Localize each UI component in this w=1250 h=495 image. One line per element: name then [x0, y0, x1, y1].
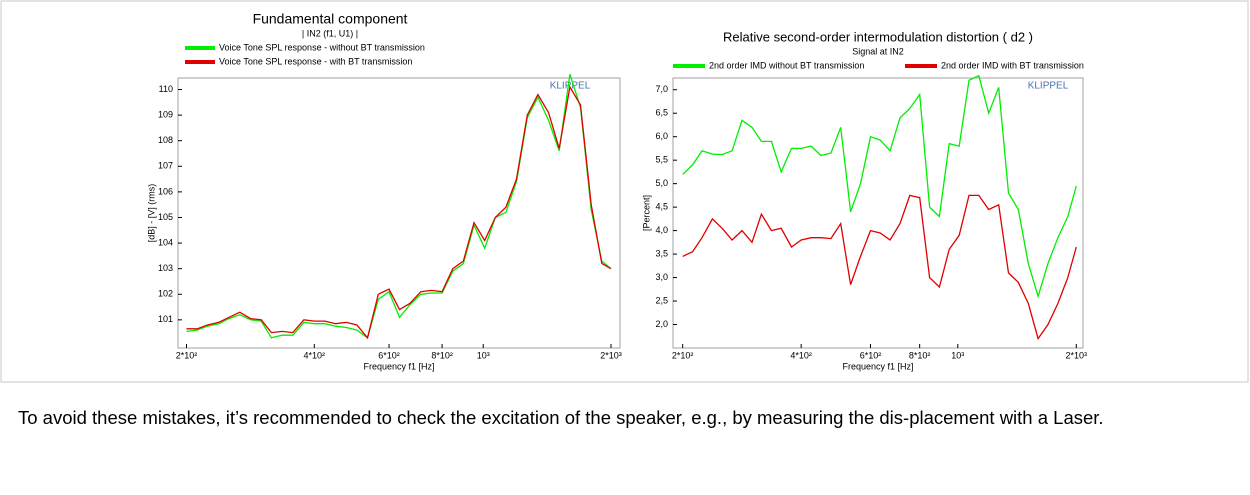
y-tick-label: 4,0	[655, 225, 668, 235]
x-tick-label: 10³	[951, 350, 964, 360]
paragraph: To avoid these mistakes, it’s recommende…	[18, 407, 1104, 428]
plot-frame	[177, 77, 621, 349]
y-tick-label: 101	[158, 314, 173, 324]
y-tick-label: 6,0	[655, 131, 668, 141]
x-tick-label: 2*10³	[600, 350, 622, 360]
series-line	[682, 194, 1077, 341]
annotation: KLIPPEL	[550, 81, 591, 92]
y-axis-label: [dB] - [V] (rms)	[146, 184, 156, 243]
chart-subtitle: Signal at IN2	[852, 46, 904, 56]
y-tick-label: 6,5	[655, 108, 668, 118]
chart-title: Fundamental component	[253, 11, 408, 27]
annotation: KLIPPEL	[1028, 81, 1069, 92]
x-tick-label: 6*10²	[860, 350, 882, 360]
x-tick-label: 2*10²	[672, 350, 694, 360]
figure-border	[0, 0, 1249, 383]
x-tick-label: 8*10²	[431, 350, 453, 360]
series-line	[186, 74, 612, 339]
x-tick-label: 2*10²	[176, 350, 198, 360]
y-tick-label: 102	[158, 289, 173, 299]
x-tick-label: 10³	[477, 350, 490, 360]
y-tick-label: 2,0	[655, 319, 668, 329]
y-tick-label: 103	[158, 263, 173, 273]
y-tick-label: 106	[158, 186, 173, 196]
y-tick-label: 7,0	[655, 84, 668, 94]
legend-label: Voice Tone SPL response - with BT transm…	[219, 56, 412, 66]
y-axis-label: [Percent]	[641, 195, 651, 231]
plot-frame	[672, 77, 1084, 349]
y-tick-label: 108	[158, 135, 173, 145]
legend-label: 2nd order IMD without BT transmission	[709, 60, 864, 70]
x-tick-label: 4*10²	[790, 350, 812, 360]
figure: Fundamental component| IN2 (f1, U1) | 101…	[0, 0, 1249, 383]
legend-label: Voice Tone SPL response - without BT tra…	[219, 42, 425, 52]
y-tick-label: 3,0	[655, 272, 668, 282]
y-tick-label: 5,0	[655, 178, 668, 188]
chart-subtitle: | IN2 (f1, U1) |	[302, 28, 358, 38]
y-tick-label: 5,5	[655, 155, 668, 165]
x-axis-label: Frequency f1 [Hz]	[363, 361, 434, 371]
y-tick-label: 4,5	[655, 202, 668, 212]
y-tick-label: 107	[158, 161, 173, 171]
y-tick-label: 104	[158, 237, 173, 247]
x-tick-label: 8*10²	[909, 350, 931, 360]
y-tick-label: 105	[158, 212, 173, 222]
y-tick-label: 109	[158, 109, 173, 119]
chart-title: Relative second-order intermodulation di…	[723, 29, 1033, 44]
x-axis-label: Frequency f1 [Hz]	[842, 361, 913, 371]
series-line	[682, 74, 1077, 299]
y-tick-label: 2,5	[655, 295, 668, 305]
x-tick-label: 6*10²	[378, 350, 400, 360]
series-line	[186, 85, 612, 340]
x-tick-label: 2*10³	[1066, 350, 1088, 360]
legend-label: 2nd order IMD with BT transmission	[941, 60, 1084, 70]
y-tick-label: 110	[159, 84, 173, 94]
x-tick-label: 4*10²	[304, 350, 326, 360]
y-tick-label: 3,5	[655, 248, 668, 258]
